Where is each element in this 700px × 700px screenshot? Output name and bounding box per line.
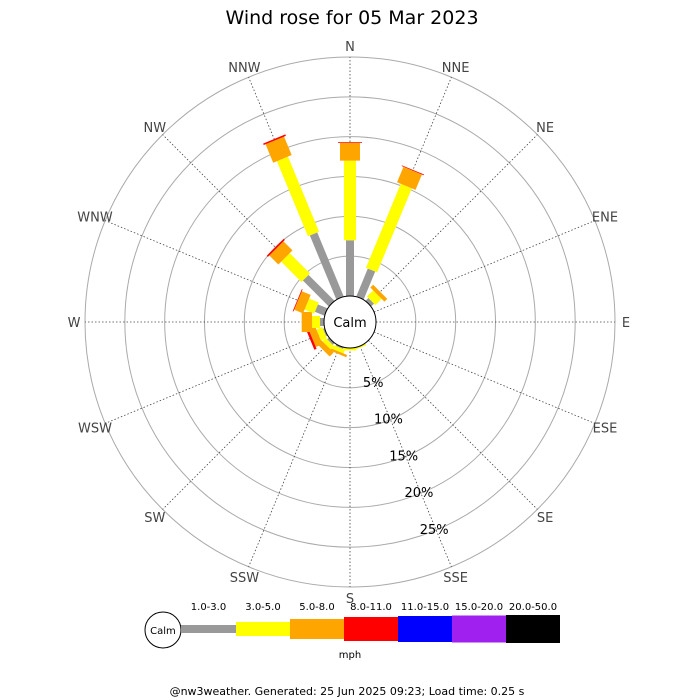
bar-wnw-bin-1 <box>304 298 319 314</box>
bar-sw-bin-2 <box>315 338 334 357</box>
legend-bin-label: 11.0-15.0 <box>401 602 449 613</box>
chart-title: Wind rose for 05 Mar 2023 <box>225 7 478 29</box>
direction-label-ese: ESE <box>593 422 618 437</box>
legend-swatch <box>181 625 236 633</box>
spoke-se <box>368 340 538 510</box>
legend-bin-label: 15.0-20.0 <box>455 602 503 613</box>
footer-text: @nw3weather. Generated: 25 Jun 2025 09:2… <box>170 685 525 698</box>
bar-nne-bin-0 <box>356 268 376 300</box>
legend-swatch <box>452 615 506 643</box>
legend-bin-label: 8.0-11.0 <box>350 602 392 613</box>
calm-label: Calm <box>333 316 366 331</box>
direction-label-e: E <box>622 316 630 331</box>
bar-nnw-bin-3 <box>263 134 286 146</box>
direction-label-w: W <box>68 316 81 331</box>
spoke-sse <box>359 345 452 567</box>
legend-swatch <box>398 616 452 642</box>
bar-wnw-bin-0 <box>314 304 328 316</box>
direction-label-sw: SW <box>144 511 165 526</box>
ring-label: 15% <box>389 449 418 464</box>
bar-wsw-bin-1 <box>316 327 327 341</box>
legend-swatch <box>344 617 398 641</box>
spoke-ne <box>368 134 538 304</box>
direction-label-s: S <box>346 592 354 607</box>
bar-nw-bin-3 <box>266 238 285 257</box>
wind-bars <box>263 134 425 358</box>
spoke-ssw <box>248 345 341 567</box>
grid-ring <box>124 96 576 548</box>
bar-nw-bin-1 <box>281 253 310 282</box>
direction-labels: N NNE NE ENE E ESE SE SSE S SSW SW WSW W WNW NW NNW <box>68 40 631 607</box>
bar-wnw-bin-2 <box>294 291 311 314</box>
speed-legend: Calm 1.0-3.0 3.0-5.0 5.0-8.0 8.0-11.0 11.0-1… <box>144 602 560 661</box>
grid-ring <box>164 136 536 508</box>
bar-ne-bin-1 <box>366 290 382 306</box>
direction-label-sse: SSE <box>443 571 468 586</box>
legend-bin-label: 3.0-5.0 <box>245 602 280 613</box>
bar-wsw-bin-3 <box>305 326 317 350</box>
spoke-ene <box>373 220 595 313</box>
legend-swatch <box>506 615 560 643</box>
legend-swatch <box>290 619 344 639</box>
direction-label-nnw: NNW <box>228 61 260 76</box>
bar-ssw-bin-1 <box>332 345 345 354</box>
bar-sw-bin-1 <box>322 337 335 350</box>
legend-swatch <box>236 622 290 636</box>
ring-label: 5% <box>363 376 384 391</box>
direction-label-n: N <box>345 40 355 55</box>
direction-label-nne: NNE <box>442 61 470 76</box>
direction-label-ne: NE <box>536 121 554 136</box>
direction-label-ene: ENE <box>592 210 618 225</box>
spoke-wsw <box>105 331 327 424</box>
spoke-sw <box>162 340 332 510</box>
legend-bin-label: 1.0-3.0 <box>191 602 226 613</box>
calm-circle: Calm <box>323 295 377 349</box>
spoke-wnw <box>105 220 327 313</box>
direction-label-wnw: WNW <box>77 210 113 225</box>
bar-nnw-bin-2 <box>265 136 292 163</box>
legend-calm-label: Calm <box>150 626 176 637</box>
legend-unit: mph <box>339 650 361 661</box>
direction-label-wsw: WSW <box>78 422 112 437</box>
bar-nw-bin-0 <box>302 274 335 307</box>
bar-ssw-bin-2 <box>327 347 348 358</box>
ring-labels: 5% 10% 15% 20% 25% <box>363 376 449 538</box>
legend-bin-label: 20.0-50.0 <box>509 602 557 613</box>
spoke-ese <box>373 331 595 424</box>
ring-label: 20% <box>404 486 433 501</box>
direction-label-ssw: SSW <box>230 571 260 586</box>
bar-nne-bin-2 <box>397 166 422 190</box>
legend-bin-label: 5.0-8.0 <box>299 602 334 613</box>
ring-label: 25% <box>420 523 449 538</box>
bar-ne-bin-0 <box>365 297 375 307</box>
direction-label-se: SE <box>537 511 553 526</box>
bar-nnw-bin-1 <box>276 156 320 237</box>
bar-nw-bin-2 <box>269 241 293 265</box>
bar-nne-bin-1 <box>365 183 412 273</box>
bar-nnw-bin-0 <box>309 232 344 300</box>
bar-wsw-bin-2 <box>308 325 323 347</box>
direction-label-nw: NW <box>144 121 167 136</box>
ring-label: 10% <box>374 413 403 428</box>
bar-ne-bin-2 <box>370 284 388 302</box>
